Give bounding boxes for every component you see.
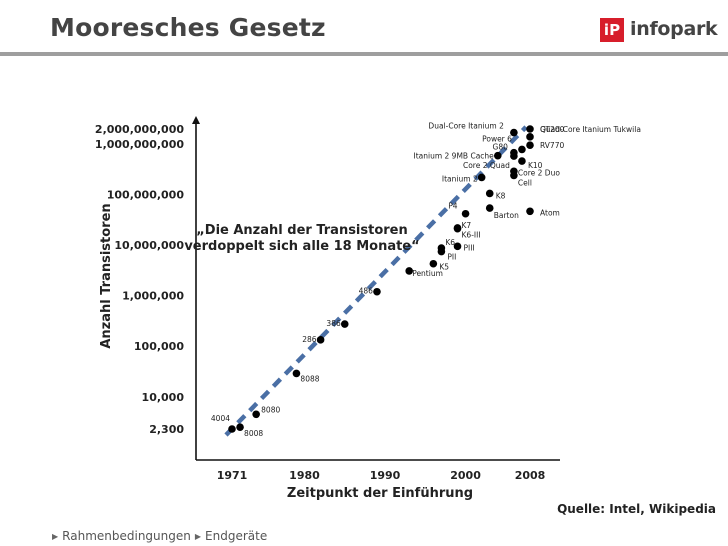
data-point-label: Core 2 Quad [463,161,510,170]
data-point-label: PII [447,253,456,262]
data-point [461,209,470,218]
data-point [510,148,518,157]
x-axis-title: Zeitpunkt der Einführung [287,486,473,501]
data-point [437,244,446,252]
data-point-label: Quad-Core Itanium Tukwila [540,125,641,134]
data-point [526,207,534,216]
data-point [340,320,349,328]
data-point-label: 486 [359,287,374,296]
y-axis-title: Anzahl Transistoren [99,203,114,348]
data-point [510,128,518,137]
data-point-label: K8 [496,191,506,200]
y-tick-label: 2,300 [149,423,184,436]
data-point [526,141,534,149]
data-point-label: Itanium 2 9MB Cache [414,152,495,161]
data-point-label: 8008 [244,429,263,438]
data-point-label: Cell [518,178,532,187]
data-point [518,145,526,154]
data-point [485,204,494,212]
data-point-label: GT200 [540,125,565,134]
breadcrumb-item[interactable]: Rahmenbedingungen [62,529,191,543]
annotation-text: verdoppelt sich alle 18 Monate“ [184,239,419,254]
data-point-label: P4 [448,202,458,211]
title-divider [0,52,728,56]
infopark-logo: iP infopark [600,18,720,44]
y-tick-label: 10,000 [142,391,185,404]
y-tick-label: 100,000 [134,340,184,353]
triangle-right-icon: ▶ [194,531,202,541]
data-point [453,242,462,251]
data-point [485,189,494,198]
data-point-label: Core 2 Duo [518,168,560,177]
data-point-label: Power 6 [482,134,512,143]
y-tick-label: 1,000,000,000 [95,138,184,151]
x-tick-label: 2008 [515,469,546,482]
source-note: Quelle: Intel, Wikipedia [557,502,716,516]
triangle-right-icon: ▶ [52,531,59,541]
x-tick-label: 2000 [450,469,481,482]
data-point [493,151,502,160]
data-point-label: K6 [445,238,455,247]
data-point [236,423,244,431]
y-tick-label: 2,000,000,000 [95,123,184,136]
data-point-label: 4004 [211,414,230,423]
data-point [316,336,325,344]
data-point [429,259,438,268]
data-point-label: 8088 [300,374,319,383]
data-point-label: Dual-Core Itanium 2 [428,122,504,131]
data-point-label: 386 [326,319,341,328]
data-point [405,267,413,275]
data-point [453,224,462,232]
data-point-label: Itanium 2 [442,174,478,183]
trend-line [224,125,528,437]
data-point-label: K7 [462,221,472,230]
page-title: Mooresches Gesetz [50,13,326,42]
y-axis-arrow [192,116,200,124]
y-tick-label: 100,000,000 [107,189,185,202]
annotation-text: „Die Anzahl der Transistoren [196,223,408,238]
data-point [477,173,486,182]
data-point-label: Barton [494,211,519,220]
logo-mark: iP [600,18,624,42]
x-tick-label: 1990 [370,469,401,482]
data-point-label: K10 [528,161,543,170]
y-tick-label: 1,000,000 [122,290,184,303]
data-point [510,167,518,176]
data-point-label: PIII [464,243,475,252]
data-point-label: G80 [493,143,509,152]
x-tick-label: 1971 [217,469,248,482]
data-point [292,369,301,378]
data-point-label: K6-III [462,231,481,240]
data-point-label: Pentium [412,269,443,278]
data-point [228,425,236,433]
x-tick-label: 1980 [289,469,320,482]
breadcrumb-item[interactable]: Endgeräte [205,529,268,543]
data-point-label: 8080 [261,405,280,414]
header-bar: Mooresches Gesetz iP infopark [0,0,728,56]
data-point-label: RV770 [540,141,564,150]
data-point [526,133,534,141]
data-point [373,287,381,296]
data-point [518,157,526,165]
logo-text: infopark [630,18,718,40]
data-point [526,125,534,133]
y-tick-label: 10,000,000 [114,239,184,252]
breadcrumb: ▶ Rahmenbedingungen ▶ Endgeräte [52,529,267,543]
data-point [252,410,260,419]
data-point-label: 286 [302,335,317,344]
data-point-label: K5 [439,263,449,272]
data-point-label: Atom [540,208,560,217]
